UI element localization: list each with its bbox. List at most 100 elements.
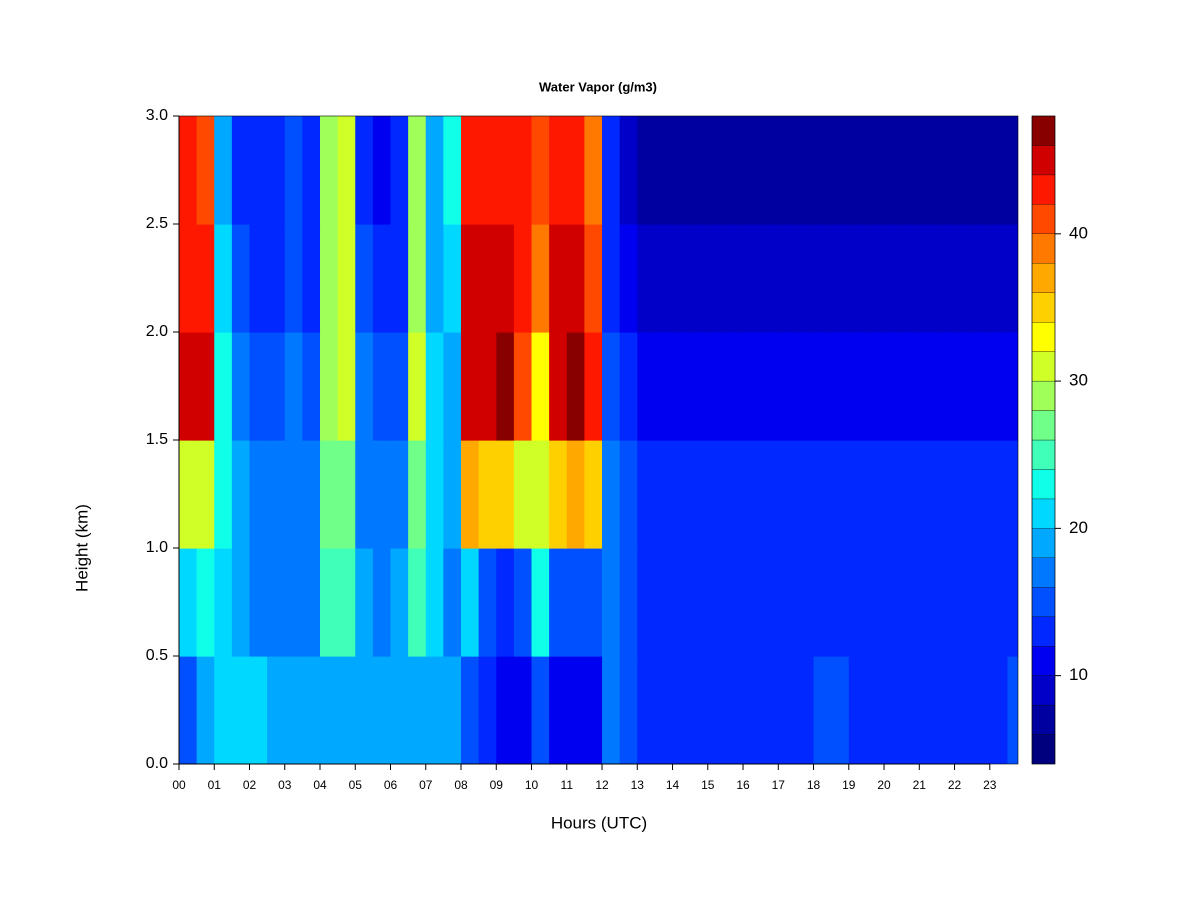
heatmap-cell xyxy=(231,440,251,549)
heatmap-cell xyxy=(672,656,691,764)
colorbar-band xyxy=(1031,587,1056,617)
heatmap-cell xyxy=(478,116,497,225)
heatmap-cell xyxy=(654,656,674,764)
heatmap-cell xyxy=(795,548,815,657)
heatmap-cell xyxy=(513,440,533,549)
heatmap-cell xyxy=(813,332,832,441)
heatmap-cell xyxy=(531,224,550,333)
heatmap-cell xyxy=(584,332,603,441)
heatmap-cell xyxy=(637,224,656,333)
x-tick-label: 07 xyxy=(419,778,433,792)
heatmap-cell xyxy=(302,224,321,333)
heatmap-cell xyxy=(408,332,427,441)
heatmap-cell xyxy=(214,656,233,764)
colorbar-tick-label: 20 xyxy=(1069,518,1088,537)
heatmap-cell xyxy=(302,440,321,549)
heatmap-cell xyxy=(989,440,1009,549)
heatmap-cell xyxy=(725,332,744,441)
heatmap-cell xyxy=(408,440,427,549)
heatmap-cell xyxy=(531,116,550,225)
heatmap-cell xyxy=(231,224,251,333)
x-tick-label: 00 xyxy=(172,778,186,792)
heatmap-cell xyxy=(531,656,550,764)
heatmap-cell xyxy=(831,548,850,657)
heatmap-cell xyxy=(848,656,868,764)
heatmap-cell xyxy=(249,116,268,225)
heatmap-cell xyxy=(320,332,339,441)
heatmap-cell xyxy=(249,656,268,764)
heatmap-cell xyxy=(443,332,462,441)
colorbar-tick-label: 30 xyxy=(1069,371,1088,390)
heatmap-cell xyxy=(778,440,797,549)
heatmap-cell xyxy=(972,440,991,549)
heatmap-cell xyxy=(1007,332,1018,441)
heatmap-cell xyxy=(566,656,585,764)
x-tick-label: 01 xyxy=(208,778,222,792)
heatmap-cell xyxy=(619,548,638,657)
heatmap-cell xyxy=(866,440,885,549)
heatmap-cell xyxy=(496,656,515,764)
heatmap-cell xyxy=(602,548,621,657)
heatmap-cell xyxy=(778,224,797,333)
heatmap-cell xyxy=(231,332,251,441)
heatmap-cell xyxy=(637,656,656,764)
heatmap-cell xyxy=(831,116,850,225)
colorbar-tick-label: 40 xyxy=(1069,223,1088,242)
heatmap-cell xyxy=(531,440,550,549)
heatmap-cell xyxy=(936,116,956,225)
heatmap-cell xyxy=(267,656,286,764)
heatmap-cell xyxy=(372,440,392,549)
heatmap-cell xyxy=(337,656,356,764)
heatmap-cell xyxy=(972,224,991,333)
heatmap-cell xyxy=(390,440,409,549)
heatmap-cell xyxy=(513,116,533,225)
heatmap-cell xyxy=(549,224,568,333)
heatmap-cell xyxy=(866,116,885,225)
heatmap-cell xyxy=(337,440,356,549)
heatmap-cell xyxy=(672,332,691,441)
heatmap-cell xyxy=(372,116,392,225)
heatmap-cell xyxy=(954,224,973,333)
x-tick-label: 14 xyxy=(666,778,680,792)
heatmap-cell xyxy=(337,116,356,225)
heatmap-cell xyxy=(478,332,497,441)
heatmap xyxy=(179,116,1018,764)
heatmap-cell xyxy=(320,116,339,225)
colorbar-band xyxy=(1031,263,1056,293)
heatmap-cell xyxy=(743,332,762,441)
heatmap-cell xyxy=(461,116,480,225)
heatmap-cell xyxy=(513,656,533,764)
heatmap-cell xyxy=(284,224,303,333)
x-tick-label: 18 xyxy=(807,778,821,792)
heatmap-cell xyxy=(584,224,603,333)
heatmap-cell xyxy=(760,332,779,441)
colorbar-band xyxy=(1031,322,1056,352)
heatmap-cell xyxy=(848,116,868,225)
heatmap-cell xyxy=(919,332,938,441)
heatmap-cell xyxy=(690,224,709,333)
heatmap-cell xyxy=(725,656,744,764)
colorbar-tick-label: 10 xyxy=(1069,665,1088,684)
heatmap-cell xyxy=(866,224,885,333)
heatmap-cell xyxy=(425,440,444,549)
heatmap-cell xyxy=(355,548,374,657)
x-tick-label: 16 xyxy=(736,778,750,792)
heatmap-cell xyxy=(513,224,533,333)
heatmap-cell xyxy=(619,116,638,225)
heatmap-cell xyxy=(566,332,585,441)
heatmap-cell xyxy=(179,224,198,333)
heatmap-cell xyxy=(566,548,585,657)
heatmap-cell xyxy=(249,332,268,441)
heatmap-cell xyxy=(637,332,656,441)
heatmap-cell xyxy=(566,224,585,333)
y-tick-label: 0.5 xyxy=(146,647,168,664)
heatmap-cell xyxy=(919,224,938,333)
heatmap-cell xyxy=(778,548,797,657)
heatmap-cell xyxy=(654,224,674,333)
heatmap-cell xyxy=(461,332,480,441)
colorbar-band xyxy=(1031,646,1056,676)
heatmap-cell xyxy=(372,224,392,333)
heatmap-cell xyxy=(936,224,956,333)
heatmap-cell xyxy=(743,656,762,764)
heatmap-cell xyxy=(919,656,938,764)
